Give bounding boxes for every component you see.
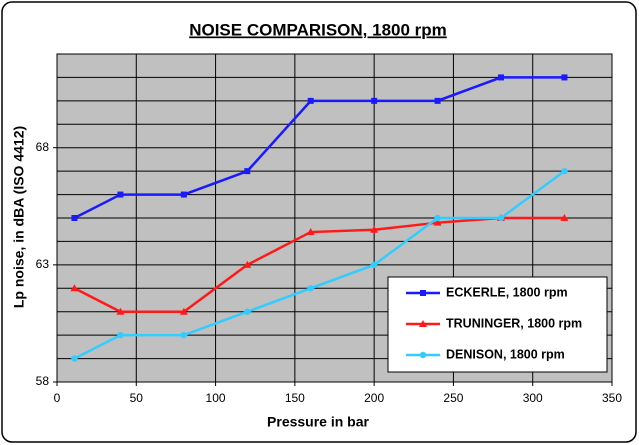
x-tick-label: 250 — [443, 391, 463, 405]
marker — [71, 215, 78, 221]
marker — [179, 307, 188, 315]
marker — [370, 225, 379, 233]
y-tick-label: 63 — [36, 257, 50, 271]
marker — [370, 261, 378, 269]
marker — [71, 355, 78, 362]
marker — [116, 307, 125, 315]
marker — [243, 260, 252, 268]
y-tick-label: 58 — [36, 374, 50, 388]
marker — [497, 214, 505, 222]
x-tick-label: 0 — [54, 391, 61, 405]
marker — [180, 191, 187, 198]
legend-label: ECKERLE, 1800 rpm — [446, 285, 568, 299]
marker — [70, 284, 79, 292]
marker — [306, 228, 315, 236]
y-axis-label: Lp noise, in dBA (ISO 4412) — [11, 126, 27, 308]
marker — [561, 74, 568, 81]
legend-marker — [419, 320, 427, 327]
marker — [244, 168, 251, 175]
y-tick-label: 68 — [36, 140, 50, 154]
x-tick-label: 100 — [206, 391, 226, 405]
marker — [433, 218, 442, 226]
legend-marker — [420, 290, 426, 296]
marker — [117, 191, 124, 198]
marker — [180, 331, 188, 339]
marker — [498, 74, 504, 81]
marker — [560, 214, 569, 221]
x-tick-label: 50 — [130, 391, 144, 405]
x-axis-label: Pressure in bar — [267, 414, 369, 430]
x-tick-label: 300 — [523, 391, 543, 405]
marker — [371, 97, 378, 104]
x-tick-label: 350 — [602, 391, 622, 405]
marker — [117, 331, 124, 339]
legend-marker — [419, 351, 427, 359]
x-tick-label: 150 — [285, 391, 305, 405]
chart-title: NOISE COMPARISON, 1800 rpm — [189, 20, 447, 39]
marker — [434, 97, 441, 104]
marker — [244, 308, 251, 315]
marker — [434, 214, 441, 222]
marker — [561, 167, 568, 175]
plot-border — [56, 53, 613, 383]
legend-label: DENISON, 1800 rpm — [446, 347, 565, 361]
marker — [307, 285, 314, 292]
x-tick-label: 200 — [364, 391, 384, 405]
legend-label: TRUNINGER, 1800 rpm — [446, 316, 582, 330]
marker — [307, 97, 314, 104]
